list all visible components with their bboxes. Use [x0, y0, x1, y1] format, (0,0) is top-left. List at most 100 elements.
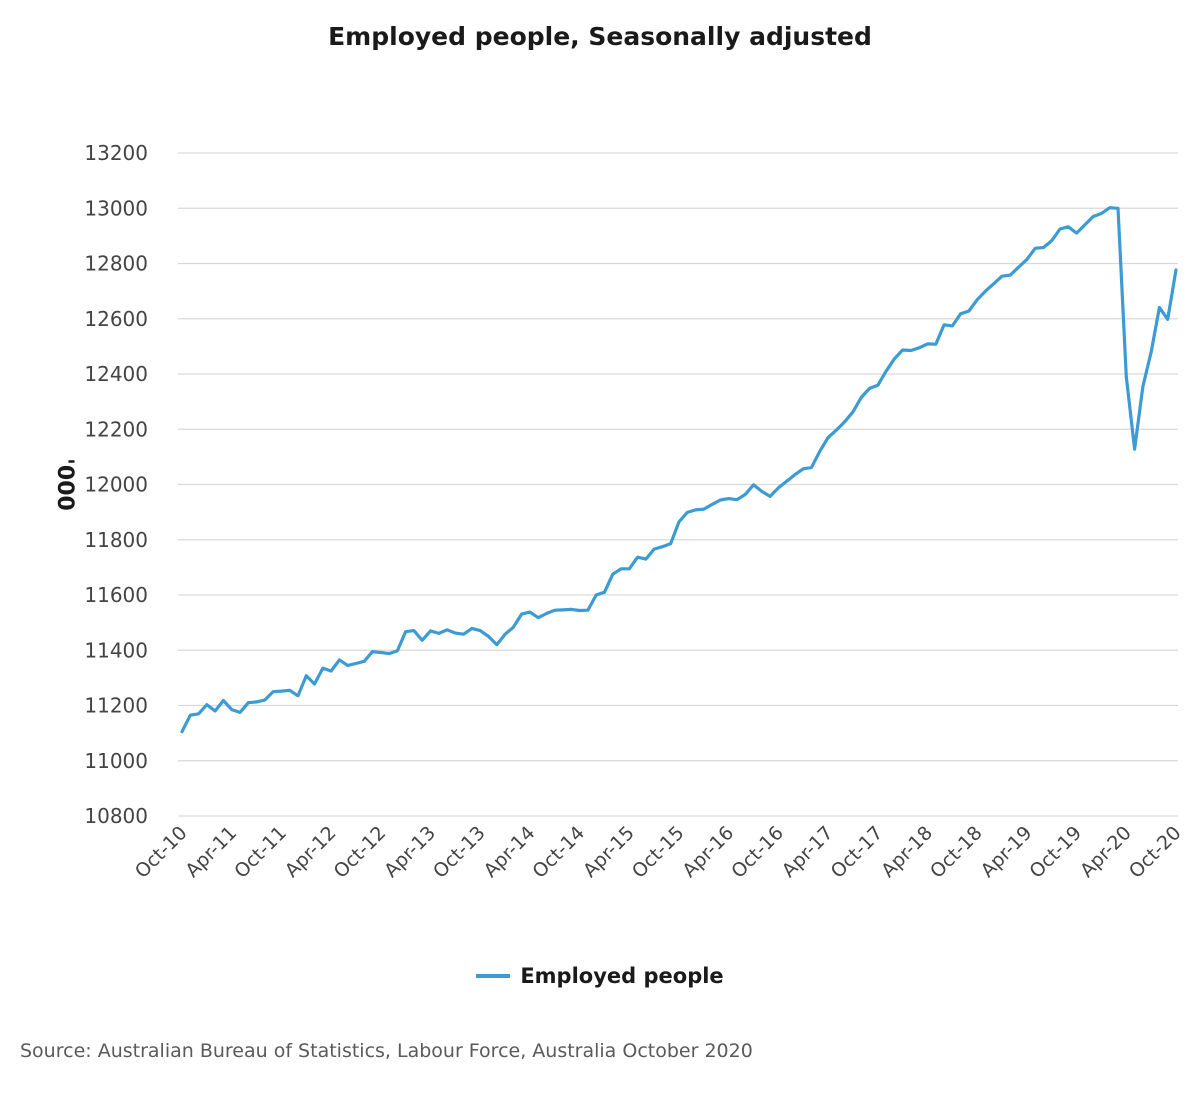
data-point[interactable] [1033, 246, 1037, 250]
data-point[interactable] [395, 649, 399, 653]
data-point[interactable] [379, 650, 383, 654]
data-point[interactable] [470, 626, 474, 630]
data-point[interactable] [1008, 273, 1012, 277]
data-point[interactable] [818, 449, 822, 453]
data-point[interactable] [304, 673, 308, 677]
data-point[interactable] [337, 658, 341, 662]
data-point[interactable] [660, 544, 664, 548]
data-point[interactable] [627, 567, 631, 571]
data-point[interactable] [495, 643, 499, 647]
data-point[interactable] [685, 510, 689, 514]
data-point[interactable] [345, 663, 349, 667]
data-point[interactable] [511, 625, 515, 629]
data-point[interactable] [669, 541, 673, 545]
data-point[interactable] [859, 395, 863, 399]
data-point[interactable] [1091, 214, 1095, 218]
data-point[interactable] [362, 659, 366, 663]
data-point[interactable] [403, 630, 407, 634]
data-point[interactable] [1058, 227, 1062, 231]
data-point[interactable] [296, 694, 300, 698]
data-point[interactable] [809, 465, 813, 469]
data-point[interactable] [1116, 206, 1120, 210]
data-point[interactable] [842, 420, 846, 424]
data-point[interactable] [1174, 268, 1178, 272]
data-point[interactable] [735, 497, 739, 501]
data-point[interactable] [553, 608, 557, 612]
data-point[interactable] [412, 628, 416, 632]
data-point[interactable] [693, 508, 697, 512]
data-point[interactable] [1016, 265, 1020, 269]
data-point[interactable] [312, 682, 316, 686]
data-point[interactable] [934, 342, 938, 346]
data-point[interactable] [900, 348, 904, 352]
data-point[interactable] [851, 410, 855, 414]
data-point[interactable] [702, 507, 706, 511]
data-point[interactable] [577, 608, 581, 612]
data-point[interactable] [801, 467, 805, 471]
data-point[interactable] [743, 492, 747, 496]
data-point[interactable] [1124, 375, 1128, 379]
data-point[interactable] [644, 557, 648, 561]
data-point[interactable] [246, 701, 250, 705]
data-point[interactable] [751, 483, 755, 487]
data-point[interactable] [321, 666, 325, 670]
data-point[interactable] [1141, 384, 1145, 388]
data-point[interactable] [768, 494, 772, 498]
data-point[interactable] [271, 689, 275, 693]
data-point[interactable] [602, 590, 606, 594]
data-point[interactable] [503, 632, 507, 636]
data-point[interactable] [437, 631, 441, 635]
data-point[interactable] [1000, 274, 1004, 278]
data-point[interactable] [760, 489, 764, 493]
data-point[interactable] [917, 346, 921, 350]
data-point[interactable] [1025, 257, 1029, 261]
data-point[interactable] [884, 369, 888, 373]
data-point[interactable] [635, 555, 639, 559]
data-point[interactable] [1149, 350, 1153, 354]
data-point[interactable] [677, 520, 681, 524]
data-point[interactable] [718, 498, 722, 502]
data-point[interactable] [1083, 223, 1087, 227]
data-point[interactable] [611, 572, 615, 576]
data-point[interactable] [892, 357, 896, 361]
data-point[interactable] [1157, 305, 1161, 309]
data-point[interactable] [279, 689, 283, 693]
data-point[interactable] [1166, 317, 1170, 321]
data-point[interactable] [834, 428, 838, 432]
data-point[interactable] [196, 712, 200, 716]
data-point[interactable] [370, 649, 374, 653]
data-point[interactable] [776, 486, 780, 490]
data-point[interactable] [221, 698, 225, 702]
data-point[interactable] [263, 698, 267, 702]
data-point[interactable] [652, 547, 656, 551]
data-point[interactable] [188, 713, 192, 717]
data-point[interactable] [445, 628, 449, 632]
data-point[interactable] [1041, 245, 1045, 249]
data-point[interactable] [1074, 231, 1078, 235]
data-point[interactable] [1066, 225, 1070, 229]
data-point[interactable] [238, 710, 242, 714]
data-point[interactable] [710, 502, 714, 506]
data-point[interactable] [230, 707, 234, 711]
data-point[interactable] [354, 661, 358, 665]
data-point[interactable] [453, 631, 457, 635]
data-point[interactable] [727, 496, 731, 500]
data-point[interactable] [528, 610, 532, 614]
data-point[interactable] [428, 629, 432, 633]
data-point[interactable] [461, 632, 465, 636]
data-point[interactable] [287, 688, 291, 692]
data-point[interactable] [826, 435, 830, 439]
data-point[interactable] [544, 611, 548, 615]
data-point[interactable] [925, 342, 929, 346]
data-point[interactable] [519, 612, 523, 616]
data-point[interactable] [561, 608, 565, 612]
data-point[interactable] [1132, 447, 1136, 451]
data-point[interactable] [205, 702, 209, 706]
data-point[interactable] [619, 567, 623, 571]
data-point[interactable] [1108, 205, 1112, 209]
data-point[interactable] [983, 289, 987, 293]
data-point[interactable] [569, 607, 573, 611]
data-point[interactable] [867, 386, 871, 390]
data-point[interactable] [1099, 211, 1103, 215]
data-point[interactable] [876, 383, 880, 387]
